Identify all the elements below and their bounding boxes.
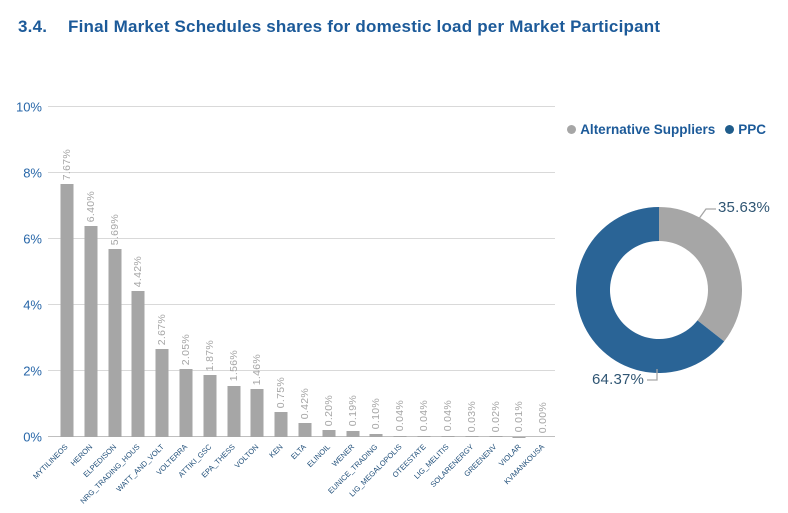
bar-chart: 0% 2% 4% 6% 8% 10% 7.67% MYTILINEOS 6.40% HERON 5… <box>0 100 565 506</box>
gridline <box>48 172 555 173</box>
bar <box>131 291 145 437</box>
bar-value-label: 0.19% <box>346 395 359 427</box>
legend-item: PPC <box>725 122 766 137</box>
bar <box>179 369 193 437</box>
donut-label-alternative-suppliers: 35.63% <box>718 199 771 216</box>
bar-slot: 0.04% LIG_MEGALOPOLIS <box>347 107 412 498</box>
bar-slot: 0.04% OTEESTATE <box>390 107 436 479</box>
bar-slot: 5.69% ELPEDISON <box>81 107 127 479</box>
bar-value-label: 1.56% <box>227 350 240 382</box>
x-tick-label: ELINOIL <box>305 442 333 470</box>
gridline <box>48 304 555 305</box>
y-tick-label: 2% <box>23 363 42 379</box>
bar-value-label: 0.04% <box>394 400 407 432</box>
donut-chart <box>576 207 742 373</box>
legend-dot-icon <box>725 125 735 134</box>
bar-value-label: 0.75% <box>275 376 288 409</box>
bar-value-label: 0.10% <box>370 398 383 430</box>
donut-label-ppc: 64.37% <box>592 371 645 388</box>
bar-plot: 7.67% MYTILINEOS 6.40% HERON 5.69% ELPEDISON 4… <box>32 106 555 506</box>
y-tick-label: 8% <box>23 165 42 181</box>
bar-value-label: 5.69% <box>108 213 121 246</box>
bar-value-label: 1.87% <box>203 340 216 372</box>
bar <box>227 385 241 437</box>
y-tick-label: 0% <box>23 429 42 445</box>
bar-slot: 0.04% LIG_MELITIS <box>413 107 460 481</box>
bar <box>441 435 455 437</box>
legend-dot-icon <box>567 125 577 134</box>
bar-value-label: 2.67% <box>156 313 169 345</box>
bar-slot: 1.46% VOLTON <box>233 107 270 470</box>
bar-slot: 0.00% KVMANKOUSA <box>503 107 555 486</box>
bar-slot: 0.03% SOLARENERGY <box>428 107 484 489</box>
bar <box>108 249 122 437</box>
chart-legend: Alternative Suppliers PPC <box>567 122 766 137</box>
bar-value-label: 2.05% <box>179 334 192 366</box>
x-tick-label: ELTA <box>289 442 309 462</box>
bar <box>60 183 74 437</box>
bar-value-label: 6.40% <box>84 190 97 222</box>
x-tick-label: KEN <box>267 442 285 460</box>
bar-slot: 7.67% MYTILINEOS <box>32 107 79 481</box>
bar <box>84 225 98 437</box>
bar-slot: 0.10% EUNICE_TRADING <box>326 107 389 496</box>
bar-slot: 0.19% WENER <box>330 107 365 468</box>
bar-slot: 0.02% GREENENV <box>463 107 508 478</box>
bar-value-label: 1.46% <box>251 353 264 385</box>
bar-value-label: 4.42% <box>132 255 145 288</box>
y-tick-label: 10% <box>15 99 42 115</box>
bar <box>322 430 336 437</box>
bar-value-label: 7.67% <box>60 148 73 180</box>
legend-label: Alternative Suppliers <box>580 122 716 137</box>
bar <box>393 435 407 437</box>
y-tick-label: 6% <box>23 231 42 247</box>
donut-slice-alternative-suppliers <box>659 207 742 342</box>
bar-value-label: 0.42% <box>299 387 312 420</box>
bar <box>465 436 479 437</box>
bar <box>346 430 360 437</box>
bar-slot: 0.01% VIOLAR <box>497 107 531 468</box>
bar-value-label: 0.00% <box>537 401 550 433</box>
bar-value-label: 0.04% <box>418 400 431 432</box>
bar <box>298 423 312 437</box>
legend-label: PPC <box>738 122 766 137</box>
bar <box>250 388 264 437</box>
bar-slot: 6.40% HERON <box>68 107 103 468</box>
bar-slot: 0.42% ELTA <box>289 107 317 461</box>
bar-value-label: 0.01% <box>513 401 526 433</box>
y-tick-label: 4% <box>23 297 42 313</box>
section-title: Final Market Schedules shares for domest… <box>68 17 661 36</box>
section-heading: 3.4. Final Market Schedules shares for d… <box>18 14 660 40</box>
y-axis: 0% 2% 4% 6% 8% 10% <box>0 100 48 445</box>
bar <box>417 435 431 437</box>
bar-slot: 1.87% ATTIKI_GSC <box>176 107 222 479</box>
x-tick-label: VOLTON <box>232 442 261 471</box>
bar-slot: 0.20% ELINOIL <box>305 107 341 469</box>
bar-slot: 2.05% VOLTERRA <box>155 107 198 477</box>
bar <box>155 348 169 437</box>
bar <box>203 375 217 437</box>
gridline <box>48 238 555 239</box>
section-number: 3.4. <box>18 17 48 36</box>
bar-value-label: 0.03% <box>465 400 478 433</box>
bar-value-label: 0.20% <box>322 395 335 427</box>
bar-slot: 0.75% KEN <box>267 107 293 460</box>
donut-slice-ppc <box>576 207 725 373</box>
bar <box>369 433 383 437</box>
x-tick-label: MYTILINEOS <box>31 442 71 481</box>
bar <box>489 436 503 437</box>
bar-slot: 2.67% WATT_AND_VOLT <box>114 107 174 494</box>
bar-value-label: 0.04% <box>441 400 454 432</box>
bar <box>274 412 288 437</box>
gridline <box>48 370 555 371</box>
bar-value-label: 0.02% <box>489 401 502 433</box>
bar-slot: 1.56% EPA_THESS <box>200 107 246 480</box>
legend-item: Alternative Suppliers <box>567 122 715 137</box>
bar-slot: 4.42% NRG_TRADING_HOUS <box>78 107 150 506</box>
gridline <box>48 106 555 107</box>
